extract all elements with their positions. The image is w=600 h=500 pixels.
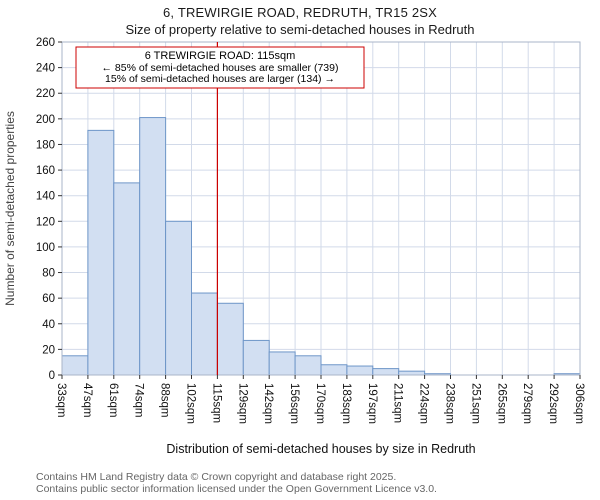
footer-line-2: Contains public sector information licen… xyxy=(36,483,437,496)
x-tick-label: 211sqm xyxy=(392,383,404,423)
chart-title: 6, TREWIRGIE ROAD, REDRUTH, TR15 2SX xyxy=(163,5,437,20)
x-tick-label: 306sqm xyxy=(573,383,585,424)
annotation-box xyxy=(75,46,365,89)
y-tick-label: 20 xyxy=(42,344,55,356)
x-tick-label: 224sqm xyxy=(418,383,430,424)
x-tick-label: 197sqm xyxy=(366,383,378,424)
x-tick-label: 265sqm xyxy=(495,383,507,424)
x-tick-label: 129sqm xyxy=(236,383,248,424)
x-tick-label: 102sqm xyxy=(185,383,197,424)
y-tick-label: 120 xyxy=(36,216,55,228)
x-tick-label: 183sqm xyxy=(340,383,352,424)
chart-subtitle: Size of property relative to semi-detach… xyxy=(125,22,475,37)
annotation-title: 6 TREWIRGIE ROAD: 115sqm xyxy=(145,50,296,62)
histogram-bar xyxy=(372,368,400,376)
histogram-bar xyxy=(320,364,348,376)
histogram-bar xyxy=(191,292,218,376)
footer-line-1: Contains HM Land Registry data © Crown c… xyxy=(36,471,397,483)
y-tick-label: 60 xyxy=(42,293,55,305)
x-tick-label: 61sqm xyxy=(107,383,119,418)
y-tick-label: 40 xyxy=(42,319,55,331)
x-tick-label: 74sqm xyxy=(133,383,145,418)
histogram-bar xyxy=(398,370,426,376)
y-axis-title: Number of semi-detached properties xyxy=(3,111,17,306)
histogram-bar xyxy=(113,182,141,376)
footer: Contains HM Land Registry data © Crown c… xyxy=(36,471,437,496)
y-tick-label: 160 xyxy=(36,165,55,177)
x-tick-label: 88sqm xyxy=(159,383,171,418)
y-tick-label: 80 xyxy=(42,268,55,280)
histogram-bar xyxy=(294,355,322,376)
histogram-bar xyxy=(139,117,167,376)
annotation-larger-text: 15% of semi-detached houses are larger (… xyxy=(105,73,335,85)
x-tick-label: 115sqm xyxy=(210,383,222,423)
y-tick-label: 220 xyxy=(36,88,55,100)
histogram-bar xyxy=(346,365,374,376)
y-tick-label: 260 xyxy=(36,37,55,49)
histogram-bar xyxy=(165,220,193,376)
x-axis-title: Distribution of semi-detached houses by … xyxy=(166,442,475,456)
x-tick-label: 33sqm xyxy=(55,383,67,418)
y-tick-label: 240 xyxy=(36,63,55,75)
y-tick-label: 140 xyxy=(36,191,55,203)
x-tick-label: 47sqm xyxy=(81,383,93,418)
x-tick-label: 292sqm xyxy=(547,383,559,424)
y-tick-label: 100 xyxy=(36,242,55,254)
histogram-bar xyxy=(61,355,89,376)
histogram-bar xyxy=(216,302,244,376)
histogram-bar xyxy=(242,339,270,376)
annotation-smaller-text: ← 85% of semi-detached houses are smalle… xyxy=(102,62,339,74)
x-tick-label: 170sqm xyxy=(314,383,326,424)
histogram-bar xyxy=(87,129,115,376)
y-tick-label: 180 xyxy=(36,139,55,151)
x-tick-label: 142sqm xyxy=(262,383,274,424)
x-tick-label: 251sqm xyxy=(469,383,481,424)
histogram-chart: 0 20 40 60 80 100 120 140 160 180 200 220 240 260 33sq… xyxy=(3,37,585,456)
y-tick-label: 200 xyxy=(36,114,55,126)
histogram-bar xyxy=(268,351,296,376)
x-tick-label: 279sqm xyxy=(521,383,533,424)
x-tick-label: 238sqm xyxy=(444,383,456,424)
x-tick-label: 156sqm xyxy=(288,383,300,424)
y-tick-label: 0 xyxy=(49,370,55,382)
